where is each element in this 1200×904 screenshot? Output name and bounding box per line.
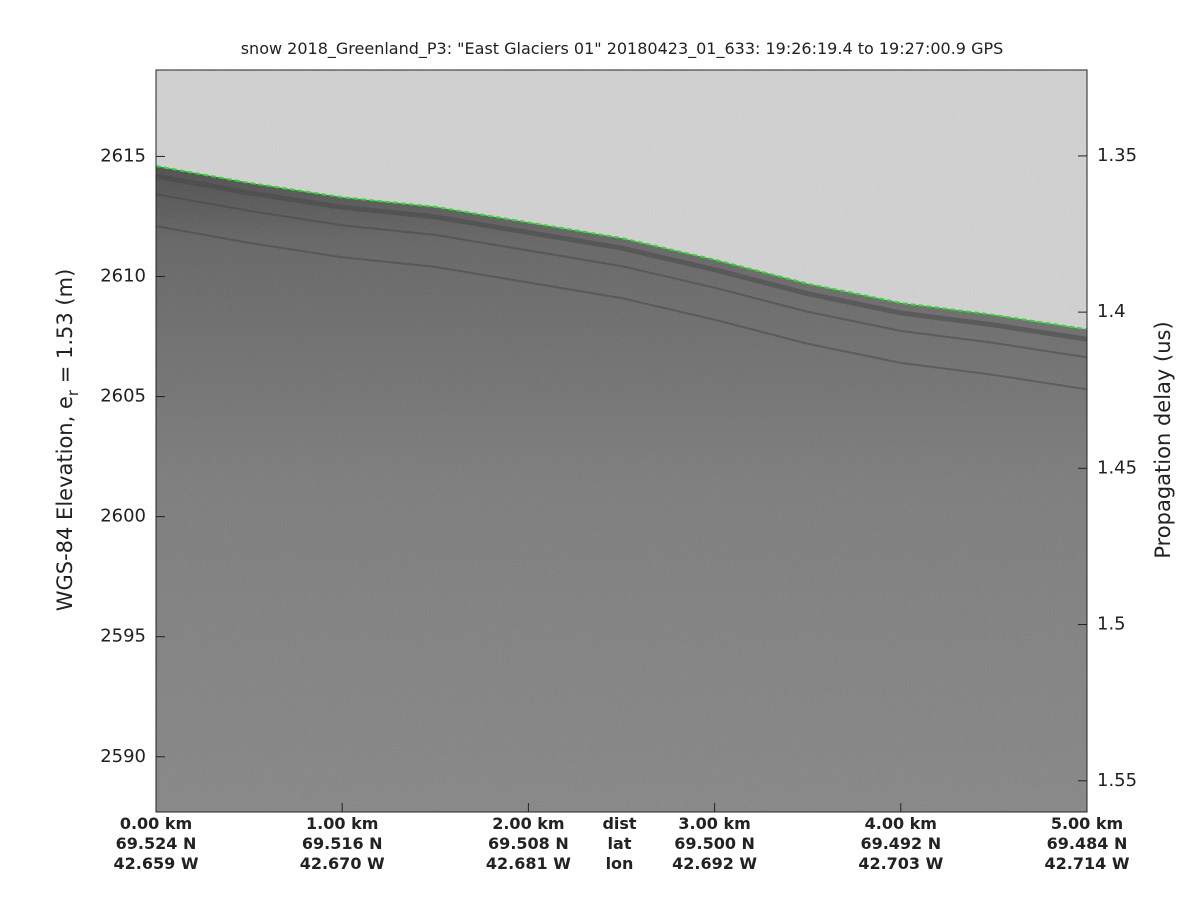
lat-label: 69.500 N	[674, 834, 755, 853]
y2-tick-label: 1.4	[1097, 301, 1126, 322]
x-tick-label: 2.00 km	[492, 814, 564, 833]
y-label-part: WGS-84 Elevation, e	[53, 396, 77, 611]
plot-frame	[155, 69, 1088, 813]
x-tick-label: 3.00 km	[678, 814, 750, 833]
lat-label: 69.516 N	[302, 834, 383, 853]
y-axis-label: WGS-84 Elevation, er = 1.53 (m)	[53, 269, 82, 612]
x-tick-label: 0.00 km	[120, 814, 192, 833]
lat-label: 69.492 N	[860, 834, 941, 853]
x-tick-label: 5.00 km	[1051, 814, 1123, 833]
y2-tick-label: 1.55	[1097, 770, 1137, 791]
y-tick-label: 2590	[100, 746, 146, 767]
y-tick-label: 2595	[100, 626, 146, 647]
x-tick-label: 4.00 km	[865, 814, 937, 833]
chart-title: snow 2018_Greenland_P3: "East Glaciers 0…	[241, 39, 1004, 59]
lat-label: 69.524 N	[116, 834, 197, 853]
row-name: dist	[602, 814, 636, 833]
row-name: lon	[606, 854, 634, 873]
lon-label: 42.659 W	[114, 854, 199, 873]
lon-label: 42.681 W	[486, 854, 571, 873]
row-name: lat	[608, 834, 632, 853]
lon-label: 42.692 W	[672, 854, 757, 873]
y2-axis-label: Propagation delay (us)	[1151, 321, 1175, 558]
y-tick-label: 2600	[100, 506, 146, 527]
y2-tick-label: 1.5	[1097, 614, 1126, 635]
lon-label: 42.670 W	[300, 854, 385, 873]
x-tick-label: 1.00 km	[306, 814, 378, 833]
lat-label: 69.508 N	[488, 834, 569, 853]
y2-tick-label: 1.45	[1097, 457, 1137, 478]
y-label-part: = 1.53 (m)	[53, 269, 77, 390]
lon-label: 42.714 W	[1045, 854, 1130, 873]
noise-texture	[156, 70, 1087, 812]
y-tick-label: 2615	[100, 145, 146, 166]
y-tick-label: 2610	[100, 266, 146, 287]
y-label-subscript: r	[64, 389, 82, 396]
y-tick-label: 2605	[100, 386, 146, 407]
y2-tick-label: 1.35	[1097, 145, 1137, 166]
lat-label: 69.484 N	[1047, 834, 1128, 853]
lon-label: 42.703 W	[858, 854, 943, 873]
